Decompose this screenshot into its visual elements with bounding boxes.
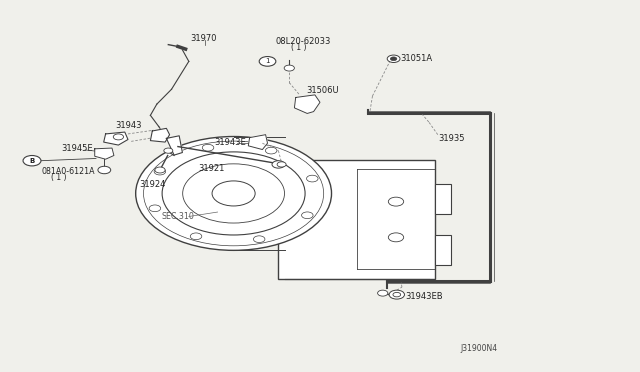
Circle shape (390, 57, 397, 61)
Text: 31943E: 31943E (214, 138, 246, 147)
Circle shape (284, 65, 294, 71)
Polygon shape (150, 128, 170, 142)
Circle shape (393, 292, 401, 297)
Circle shape (143, 141, 324, 246)
Circle shape (190, 233, 202, 240)
Text: 31970: 31970 (190, 34, 216, 43)
Polygon shape (95, 148, 114, 159)
Circle shape (162, 152, 305, 235)
Circle shape (202, 144, 214, 151)
Polygon shape (248, 135, 268, 150)
Text: 081A0-6121A: 081A0-6121A (42, 167, 95, 176)
Text: ( 1 ): ( 1 ) (291, 43, 307, 52)
Circle shape (136, 137, 332, 250)
Text: 31935: 31935 (438, 134, 465, 143)
Text: 31051A: 31051A (400, 54, 432, 63)
Circle shape (154, 168, 166, 175)
Text: 08L20-62033: 08L20-62033 (275, 37, 331, 46)
Polygon shape (104, 132, 128, 145)
Circle shape (378, 290, 388, 296)
Circle shape (307, 175, 318, 182)
Circle shape (98, 166, 111, 174)
Text: 31943EB: 31943EB (406, 292, 444, 301)
Text: 31945E: 31945E (61, 144, 92, 153)
Text: 31924: 31924 (140, 180, 166, 189)
Circle shape (272, 161, 285, 168)
Circle shape (387, 55, 400, 62)
Circle shape (388, 233, 404, 242)
Polygon shape (166, 136, 182, 155)
Circle shape (266, 147, 277, 154)
Circle shape (155, 167, 165, 173)
Polygon shape (294, 95, 320, 113)
Text: 31921: 31921 (198, 164, 225, 173)
Bar (278, 160, 435, 279)
Text: ( 1 ): ( 1 ) (51, 173, 67, 182)
Circle shape (389, 290, 404, 299)
Text: 31943: 31943 (115, 121, 141, 130)
FancyBboxPatch shape (435, 235, 451, 265)
Circle shape (301, 212, 313, 219)
Circle shape (388, 197, 404, 206)
Circle shape (277, 162, 286, 167)
Text: J31900N4: J31900N4 (461, 344, 498, 353)
Text: 1: 1 (265, 58, 270, 64)
Circle shape (164, 148, 173, 153)
Circle shape (253, 236, 265, 243)
Circle shape (212, 181, 255, 206)
Circle shape (259, 57, 276, 66)
Text: B: B (29, 158, 35, 164)
FancyBboxPatch shape (435, 184, 451, 214)
Circle shape (149, 205, 161, 212)
Text: 31506U: 31506U (306, 86, 339, 94)
Circle shape (113, 134, 124, 140)
Text: SEC.310: SEC.310 (161, 212, 194, 221)
Circle shape (23, 155, 41, 166)
Circle shape (182, 164, 285, 223)
